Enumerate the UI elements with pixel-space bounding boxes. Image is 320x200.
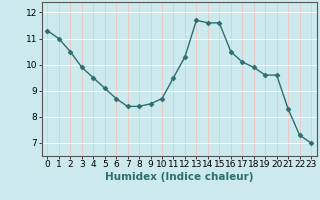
X-axis label: Humidex (Indice chaleur): Humidex (Indice chaleur) — [105, 172, 253, 182]
